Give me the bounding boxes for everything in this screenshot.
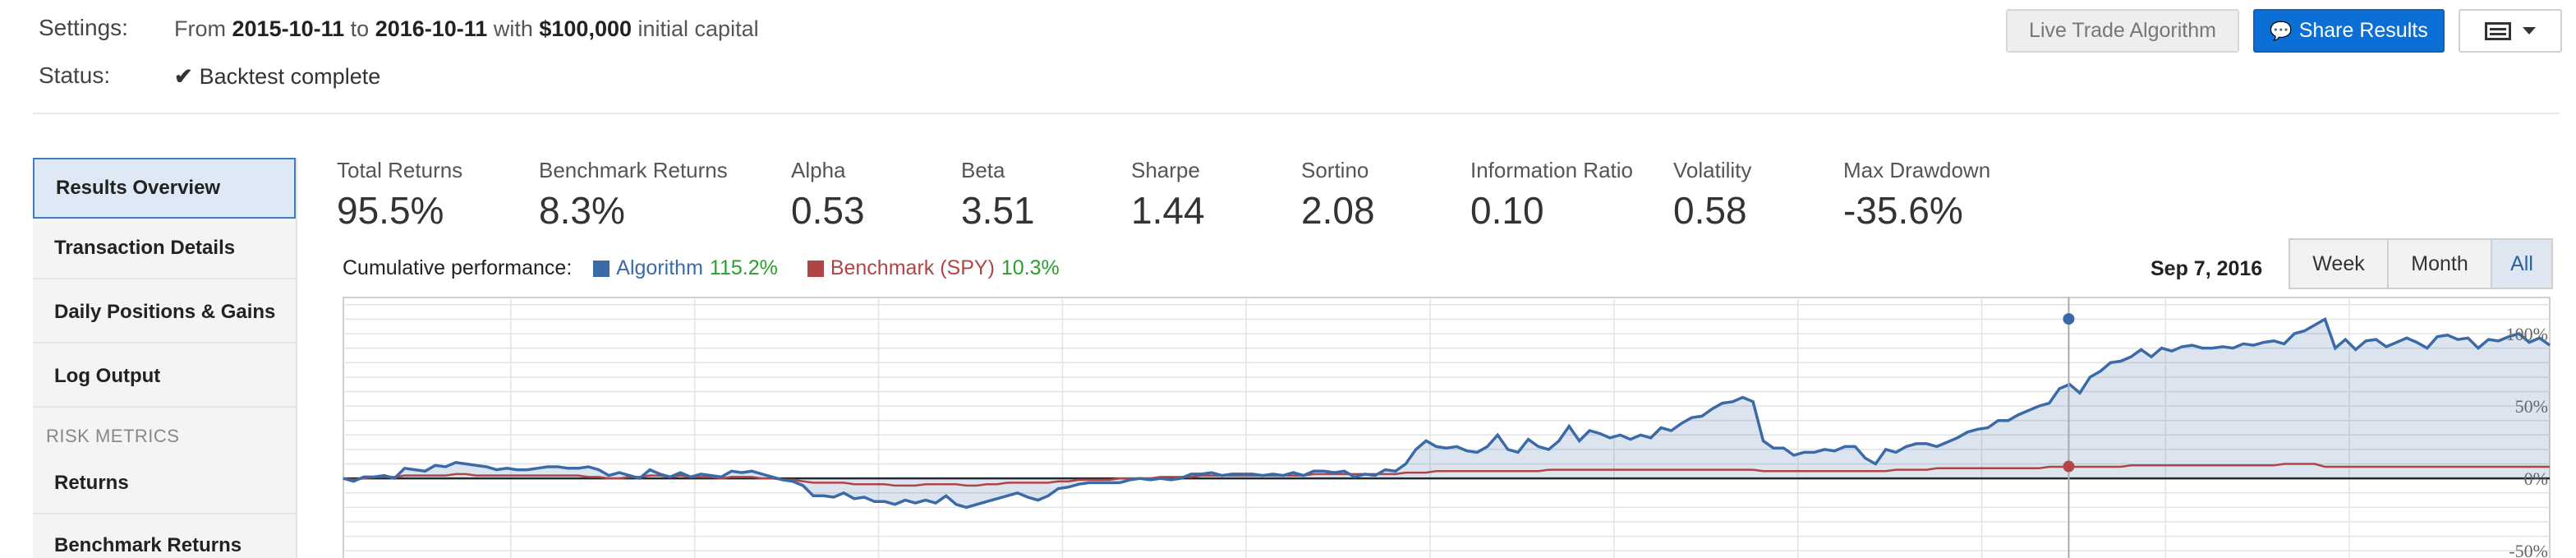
- metric-label: Beta: [961, 158, 1005, 182]
- benchmark-legend-value: 10.3%: [1000, 256, 1060, 279]
- metric-sharpe: Sharpe 1.44: [1131, 158, 1205, 233]
- metric-beta: Beta 3.51: [961, 158, 1035, 233]
- metric-sortino: Sortino 2.08: [1301, 158, 1375, 233]
- sidebar-item-label: Returns: [54, 472, 129, 494]
- benchmark-hover-point: [2063, 460, 2075, 473]
- sidebar-item-benchmark-returns[interactable]: Benchmark Returns: [33, 516, 296, 558]
- y-tick-label: -50%: [2509, 541, 2548, 558]
- check-icon: ✔: [174, 64, 193, 89]
- settings-from-text: From: [174, 16, 226, 41]
- metric-label: Alpha: [791, 158, 846, 182]
- settings-summary: From 2015-10-11 to 2016-10-11 with $100,…: [174, 16, 759, 42]
- range-selector: Week Month All: [2288, 238, 2553, 289]
- algorithm-swatch: [593, 260, 610, 277]
- sidebar-item-label: Daily Positions & Gains: [54, 301, 276, 323]
- algorithm-legend-value: 115.2%: [709, 256, 778, 279]
- settings-with-text: with: [493, 16, 533, 41]
- sidebar-item-returns[interactable]: Returns: [33, 454, 296, 514]
- initial-capital: $100,000: [539, 16, 632, 41]
- metric-label: Volatility: [1673, 158, 1752, 182]
- metric-label: Sortino: [1301, 158, 1369, 182]
- settings-label: Settings:: [39, 15, 128, 40]
- metric-volatility: Volatility 0.58: [1673, 158, 1751, 233]
- metric-value: 0.58: [1673, 189, 1747, 232]
- benchmark-swatch: [807, 260, 824, 277]
- sidebar-item-label: Results Overview: [56, 177, 221, 199]
- sidebar-item-label: Log Output: [54, 365, 161, 387]
- cumulative-performance-label: Cumulative performance:: [343, 256, 573, 279]
- end-date: 2016-10-11: [375, 16, 488, 41]
- range-month-button[interactable]: Month: [2387, 238, 2492, 289]
- algorithm-series-line: [343, 316, 2551, 510]
- comments-icon: 💬: [2270, 20, 2293, 41]
- live-trade-button[interactable]: Live Trade Algorithm: [2006, 9, 2239, 53]
- plot-frame: [343, 297, 2551, 558]
- metric-value: 3.51: [961, 189, 1035, 232]
- sidebar-item-log-output[interactable]: Log Output: [33, 347, 296, 408]
- metric-alpha: Alpha 0.53: [791, 158, 865, 233]
- metric-label: Max Drawdown: [1843, 158, 1991, 182]
- metric-value: 8.3%: [539, 189, 625, 232]
- table-icon: [2485, 21, 2511, 40]
- hover-date-readout: Sep 7, 2016: [2150, 257, 2263, 280]
- sidebar-item-label: Transaction Details: [54, 237, 236, 259]
- start-date: 2015-10-11: [232, 16, 345, 41]
- metric-benchmark-returns: Benchmark Returns 8.3%: [539, 158, 728, 233]
- sidebar-item-daily-positions[interactable]: Daily Positions & Gains: [33, 283, 296, 344]
- status-value: Backtest complete: [199, 64, 381, 89]
- view-menu-button[interactable]: [2459, 9, 2562, 53]
- algorithm-hover-point: [2063, 313, 2075, 325]
- caret-down-icon: [2523, 27, 2536, 35]
- benchmark-legend-name[interactable]: Benchmark (SPY): [830, 256, 995, 279]
- metric-value: 1.44: [1131, 189, 1205, 232]
- metric-information-ratio: Information Ratio 0.10: [1470, 158, 1633, 233]
- benchmark-series-line: [343, 463, 2550, 487]
- metric-value: 0.10: [1470, 189, 1544, 232]
- y-tick-label: 0%: [2524, 468, 2548, 489]
- y-tick-label: 100%: [2506, 324, 2548, 344]
- share-results-label: Share Results: [2298, 19, 2428, 42]
- settings-capital-suffix: initial capital: [637, 16, 759, 41]
- results-sidebar: Results Overview Transaction Details Dai…: [33, 158, 297, 558]
- sidebar-item-transaction-details[interactable]: Transaction Details: [33, 219, 296, 279]
- algorithm-area: [343, 319, 2550, 508]
- metric-label: Total Returns: [337, 158, 463, 182]
- sidebar-item-label: Benchmark Returns: [54, 534, 242, 556]
- algorithm-legend-name[interactable]: Algorithm: [616, 256, 703, 279]
- range-week-button[interactable]: Week: [2288, 238, 2389, 289]
- share-results-button[interactable]: 💬 Share Results: [2253, 9, 2445, 53]
- live-trade-label: Live Trade Algorithm: [2029, 19, 2216, 42]
- metric-label: Sharpe: [1131, 158, 1200, 182]
- status-summary: ✔ Backtest complete: [174, 64, 380, 90]
- sidebar-item-results-overview[interactable]: Results Overview: [33, 158, 296, 219]
- range-all-button[interactable]: All: [2491, 238, 2553, 289]
- metric-label: Information Ratio: [1470, 158, 1633, 182]
- metric-label: Benchmark Returns: [539, 158, 728, 182]
- metric-total-returns: Total Returns 95.5%: [337, 158, 462, 233]
- header-divider: [33, 113, 2560, 114]
- performance-legend: Cumulative performance: Algorithm 115.2%…: [343, 256, 1089, 280]
- status-label: Status:: [39, 62, 111, 88]
- metric-value: -35.6%: [1843, 189, 1963, 232]
- metric-value: 95.5%: [337, 189, 444, 232]
- y-tick-label: 50%: [2515, 396, 2548, 417]
- metric-value: 2.08: [1301, 189, 1375, 232]
- sidebar-section-risk-metrics: RISK METRICS: [46, 426, 180, 446]
- metric-value: 0.53: [791, 189, 865, 232]
- metric-max-drawdown: Max Drawdown -35.6%: [1843, 158, 1990, 233]
- settings-to-text: to: [350, 16, 370, 41]
